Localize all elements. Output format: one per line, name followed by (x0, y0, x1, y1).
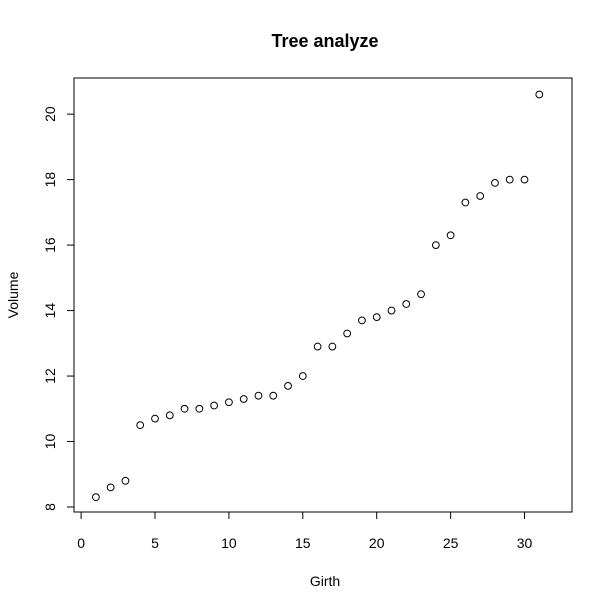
y-tick-label: 10 (42, 434, 58, 450)
data-point (491, 178, 499, 187)
data-point (254, 391, 263, 400)
data-point (239, 395, 248, 403)
data-point (210, 401, 219, 410)
data-point (358, 316, 366, 325)
data-point (195, 404, 204, 413)
data-point (269, 391, 278, 400)
data-point (417, 290, 425, 299)
y-axis: 8 10 12 14 16 18 20 (42, 106, 75, 511)
data-point (446, 231, 455, 240)
data-point (313, 342, 322, 351)
data-point (328, 342, 337, 351)
y-tick-label: 8 (42, 503, 58, 511)
data-point (461, 198, 470, 207)
data-point (165, 411, 174, 420)
x-axis: 0 5 10 15 20 25 30 (77, 511, 533, 551)
chart-title: Tree analyze (271, 31, 378, 51)
data-point (520, 175, 529, 184)
data-point (225, 398, 233, 407)
y-axis-label: Volume (5, 271, 21, 318)
x-tick-label: 15 (295, 535, 311, 551)
data-point (121, 476, 130, 485)
y-tick-label: 18 (42, 172, 58, 188)
data-point (431, 241, 440, 249)
data-point (372, 313, 381, 322)
data-point (535, 90, 544, 99)
data-point (151, 414, 159, 423)
x-tick-label: 30 (517, 535, 533, 551)
data-point (180, 404, 189, 413)
y-tick-label: 16 (42, 237, 58, 253)
data-points (91, 90, 544, 502)
data-point (136, 421, 145, 430)
x-tick-label: 0 (77, 535, 85, 551)
data-point (505, 175, 514, 184)
y-tick-label: 14 (42, 303, 58, 319)
x-tick-label: 25 (443, 535, 459, 551)
x-tick-label: 10 (221, 535, 237, 551)
data-point (298, 372, 307, 380)
data-point (387, 306, 396, 315)
data-point (402, 300, 411, 308)
data-point (284, 381, 292, 390)
data-point (343, 329, 352, 338)
x-tick-label: 5 (151, 535, 159, 551)
data-point (91, 493, 100, 502)
y-tick-label: 12 (42, 368, 58, 384)
data-point (106, 483, 115, 492)
y-tick-label: 20 (42, 106, 58, 122)
data-point (476, 192, 485, 200)
x-tick-label: 20 (369, 535, 385, 551)
plot-area-frame (73, 77, 573, 513)
x-axis-label: Girth (310, 573, 340, 589)
